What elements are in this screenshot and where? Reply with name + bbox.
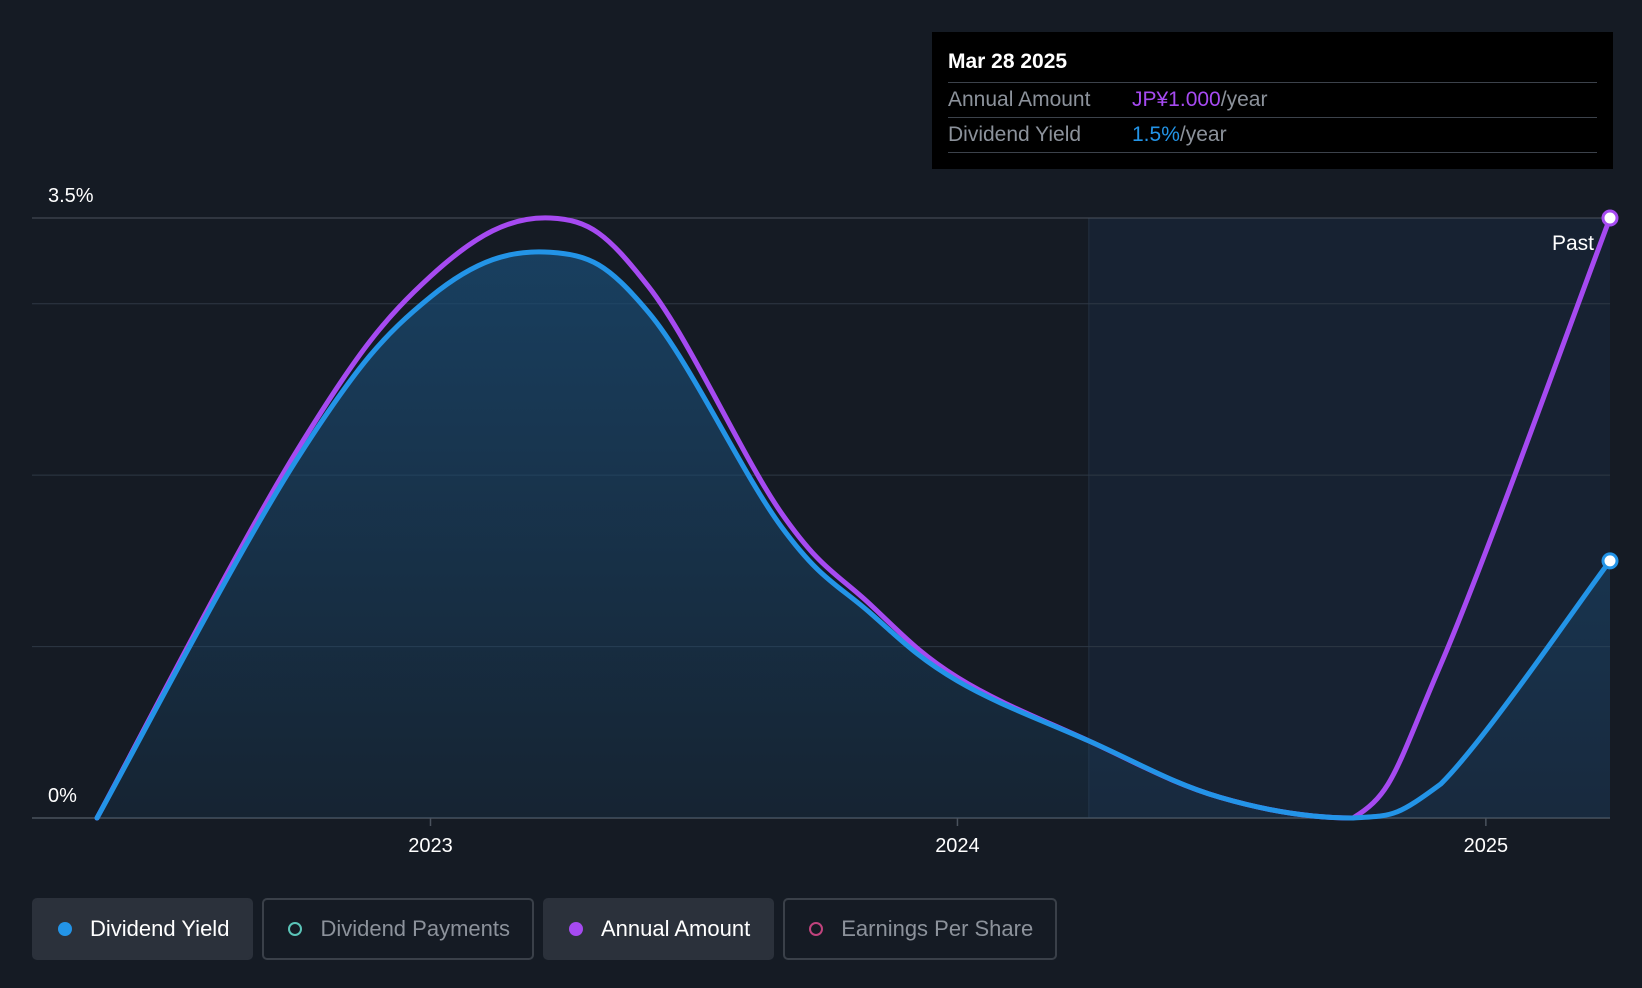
tooltip-unit: /year (1179, 123, 1227, 146)
legend-label: Dividend Yield (90, 916, 230, 941)
x-tick-label: 2024 (935, 835, 980, 857)
legend-label: Annual Amount (600, 916, 751, 941)
axis-layer: 2023 2024 2025 (408, 818, 1508, 857)
x-tick-label: 2025 (1464, 835, 1509, 857)
legend-earnings-per-share[interactable]: Earnings Per Share (783, 898, 1058, 960)
annual-amount-line (94, 215, 1613, 821)
dot-icon (58, 922, 72, 936)
past-label: Past (1552, 232, 1594, 255)
tooltip-value: JP¥1.000 (1132, 88, 1221, 111)
legend-annual-amount[interactable]: Annual Amount (542, 898, 775, 960)
dividend-yield-end-marker (1601, 552, 1619, 570)
legend-label: Earnings Per Share (841, 916, 1034, 941)
tooltip-row-annual-amount: Annual Amount JP¥1.000/year (948, 83, 1597, 118)
dividend-yield-line (94, 249, 1613, 821)
legend-label: Dividend Payments (320, 916, 510, 941)
dot-icon (809, 922, 824, 936)
dividend-yield-area (97, 251, 1610, 819)
legend-dividend-payments[interactable]: Dividend Payments (262, 898, 534, 960)
tooltip-date: Mar 28 2025 (948, 32, 1597, 83)
tooltip-value: 1.5% (1132, 123, 1180, 146)
legend-dividend-yield[interactable]: Dividend Yield (32, 898, 254, 960)
y-tick-label-top: 3.5% (48, 185, 94, 207)
dot-icon (288, 922, 303, 936)
tooltip-label: Annual Amount (948, 88, 1091, 111)
tooltip: Mar 28 2025 Annual Amount JP¥1.000/year D… (932, 32, 1613, 169)
tooltip-row-dividend-yield: Dividend Yield 1.5%/year (948, 118, 1597, 153)
line-layer (94, 209, 1619, 821)
x-tick-label: 2023 (408, 835, 453, 857)
y-tick-label-bottom: 0% (48, 785, 77, 807)
legend: Dividend Yield Dividend Payments Annual … (32, 898, 1058, 960)
area-layer (97, 251, 1610, 819)
dot-icon (568, 922, 583, 936)
tooltip-unit: /year (1220, 88, 1268, 111)
tooltip-label: Dividend Yield (948, 123, 1082, 146)
annual-amount-end-marker (1601, 209, 1619, 227)
